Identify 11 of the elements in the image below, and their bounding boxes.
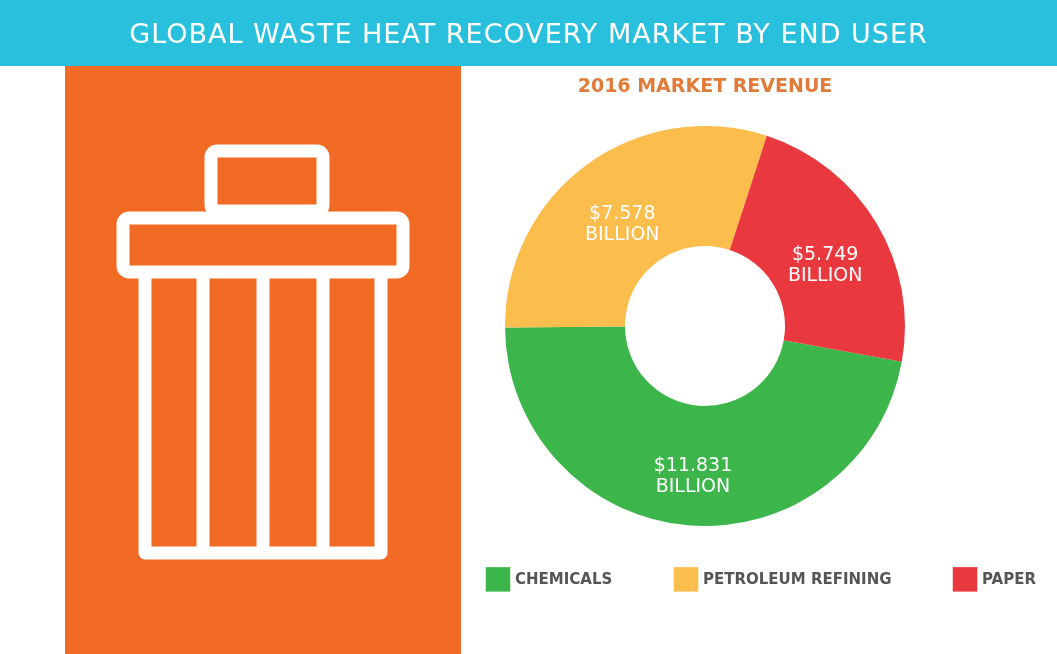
legend-label: PETROLEUM REFINING [703,570,892,589]
donut-slice [505,126,767,328]
legend-label: PAPER [982,570,1037,589]
chart-title: GLOBAL WASTE HEAT RECOVERY MARKET BY END USER [0,0,1057,66]
chart-subtitle: 2016 MARKET REVENUE [577,74,833,96]
donut-slice [729,135,905,362]
donut-slice [505,326,902,526]
data-label: $7.578 BILLION [584,201,660,245]
data-label: $5.749 BILLION [787,242,863,286]
legend-label: CHEMICALS [515,570,613,589]
data-label: $11.831 BILLION [653,453,733,497]
